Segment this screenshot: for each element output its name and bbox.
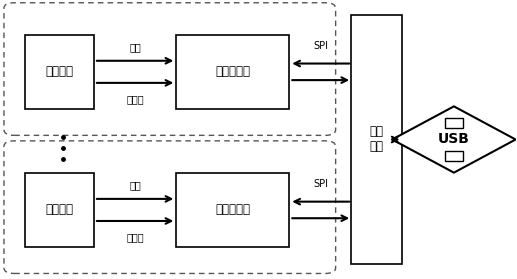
Text: SPI: SPI — [313, 179, 328, 189]
Text: 主控
模块: 主控 模块 — [370, 126, 384, 153]
FancyBboxPatch shape — [24, 173, 94, 247]
FancyBboxPatch shape — [176, 35, 290, 109]
Text: 采集: 采集 — [129, 181, 141, 191]
Text: SPI: SPI — [313, 41, 328, 51]
Text: 预处理: 预处理 — [126, 232, 144, 242]
Text: 光学系统: 光学系统 — [45, 203, 73, 217]
FancyBboxPatch shape — [24, 35, 94, 109]
Polygon shape — [445, 151, 463, 161]
Text: 采集: 采集 — [129, 42, 141, 52]
Text: 嵌入式系统: 嵌入式系统 — [215, 65, 250, 78]
FancyBboxPatch shape — [351, 15, 402, 264]
Text: USB: USB — [438, 133, 470, 146]
FancyBboxPatch shape — [176, 173, 290, 247]
Text: 嵌入式系统: 嵌入式系统 — [215, 203, 250, 217]
Polygon shape — [392, 106, 515, 173]
Polygon shape — [445, 118, 463, 128]
Text: 光学系统: 光学系统 — [45, 65, 73, 78]
Text: 预处理: 预处理 — [126, 94, 144, 104]
